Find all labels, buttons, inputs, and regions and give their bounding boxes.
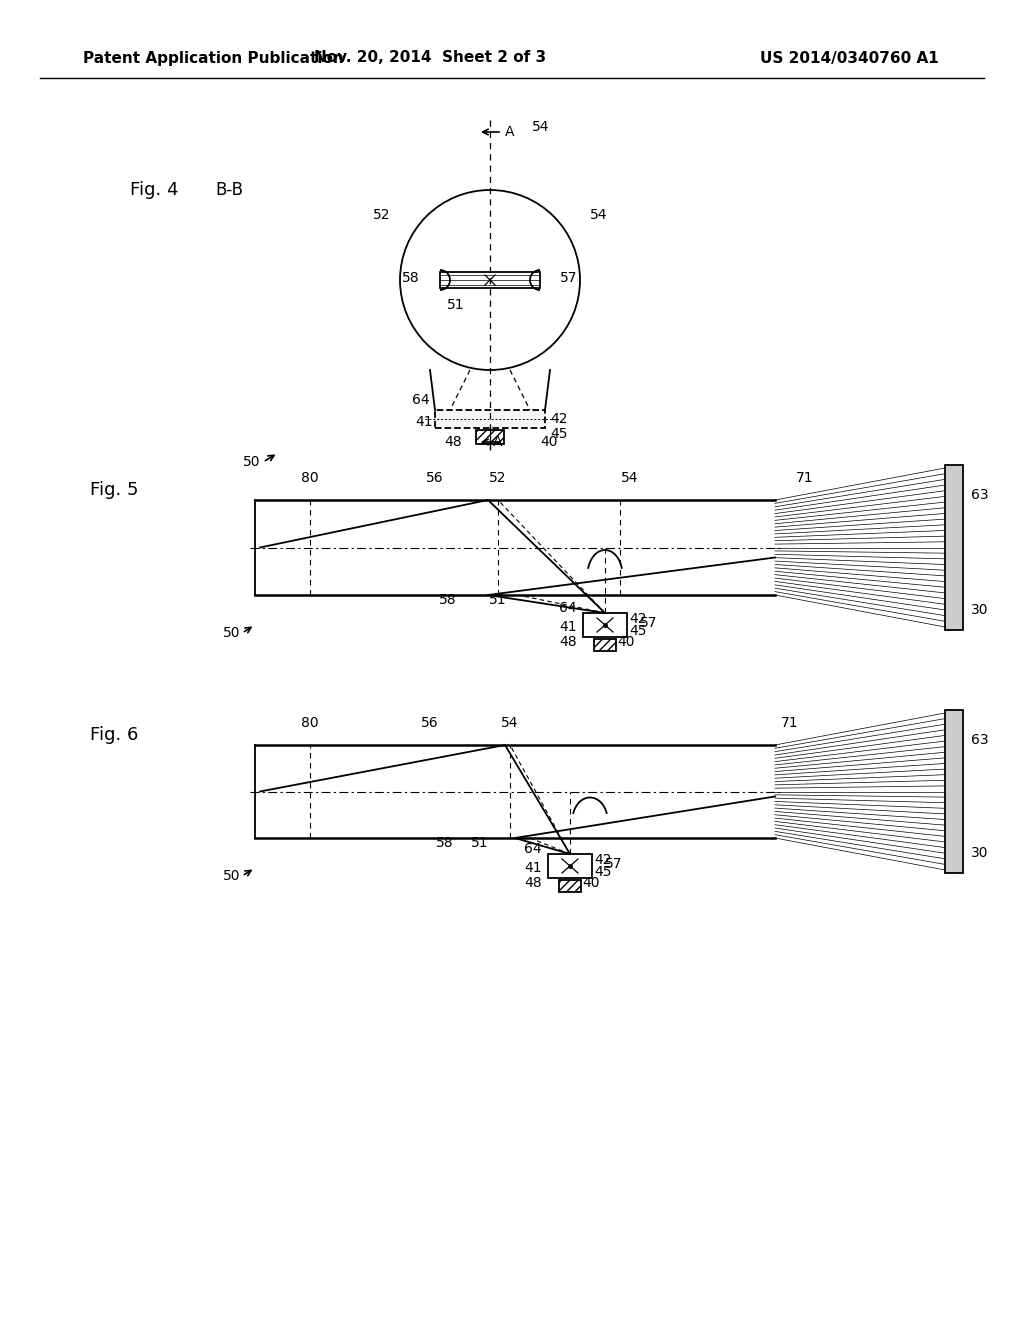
Text: 57: 57 [560,271,578,285]
Text: 51: 51 [447,298,465,312]
Text: 50: 50 [222,626,240,640]
Bar [476,430,504,444]
Text: 56: 56 [426,471,443,484]
Text: 42: 42 [550,412,567,426]
Text: 51: 51 [471,836,488,850]
Text: 48: 48 [444,436,462,449]
Text: Fig. 6: Fig. 6 [90,726,138,744]
Text: 57: 57 [640,616,657,630]
Text: 64: 64 [524,842,542,855]
Text: 42: 42 [629,612,646,626]
Text: 58: 58 [436,836,454,850]
Text: 50: 50 [222,869,240,883]
Bar [945,465,963,630]
Text: 41: 41 [416,414,433,429]
Text: 80: 80 [301,471,318,484]
Text: B-B: B-B [215,181,243,199]
Text: A: A [505,125,514,139]
Text: 64: 64 [413,393,430,407]
Text: 52: 52 [489,471,507,484]
Text: 50: 50 [243,455,260,469]
Text: 41: 41 [559,620,577,634]
Text: 54: 54 [502,715,519,730]
Text: 58: 58 [402,271,420,285]
Text: 54: 54 [622,471,639,484]
Text: 63: 63 [971,488,988,502]
Text: 57: 57 [605,857,623,871]
Text: 45: 45 [550,426,567,441]
Bar [440,272,540,288]
Bar [435,411,545,428]
Text: 54: 54 [590,209,607,222]
Text: 63: 63 [971,733,988,747]
Text: 58: 58 [439,593,457,607]
Text: 40: 40 [617,635,635,649]
Text: 41: 41 [524,861,542,875]
Text: 71: 71 [797,471,814,484]
Text: 52: 52 [373,209,390,222]
Text: 40: 40 [582,876,599,890]
Bar [594,639,616,651]
Text: A: A [493,436,503,449]
Text: 45: 45 [594,865,611,879]
Bar [559,880,581,892]
Text: 30: 30 [971,846,988,861]
Text: 42: 42 [594,853,611,867]
Bar [583,612,627,638]
Text: 80: 80 [301,715,318,730]
Text: Nov. 20, 2014  Sheet 2 of 3: Nov. 20, 2014 Sheet 2 of 3 [314,50,546,66]
Text: 56: 56 [421,715,439,730]
Text: 71: 71 [781,715,799,730]
Text: 54: 54 [532,120,550,135]
Text: 48: 48 [524,876,542,890]
Bar [548,854,592,878]
Text: US 2014/0340760 A1: US 2014/0340760 A1 [760,50,939,66]
Text: Fig. 5: Fig. 5 [90,480,138,499]
Text: 51: 51 [489,593,507,607]
Text: 45: 45 [629,624,646,638]
Text: 30: 30 [971,603,988,616]
Text: 64: 64 [559,601,577,615]
Text: 48: 48 [559,635,577,649]
Text: Patent Application Publication: Patent Application Publication [83,50,344,66]
Text: 40: 40 [540,436,557,449]
Text: Fig. 4: Fig. 4 [130,181,178,199]
Bar [945,710,963,873]
